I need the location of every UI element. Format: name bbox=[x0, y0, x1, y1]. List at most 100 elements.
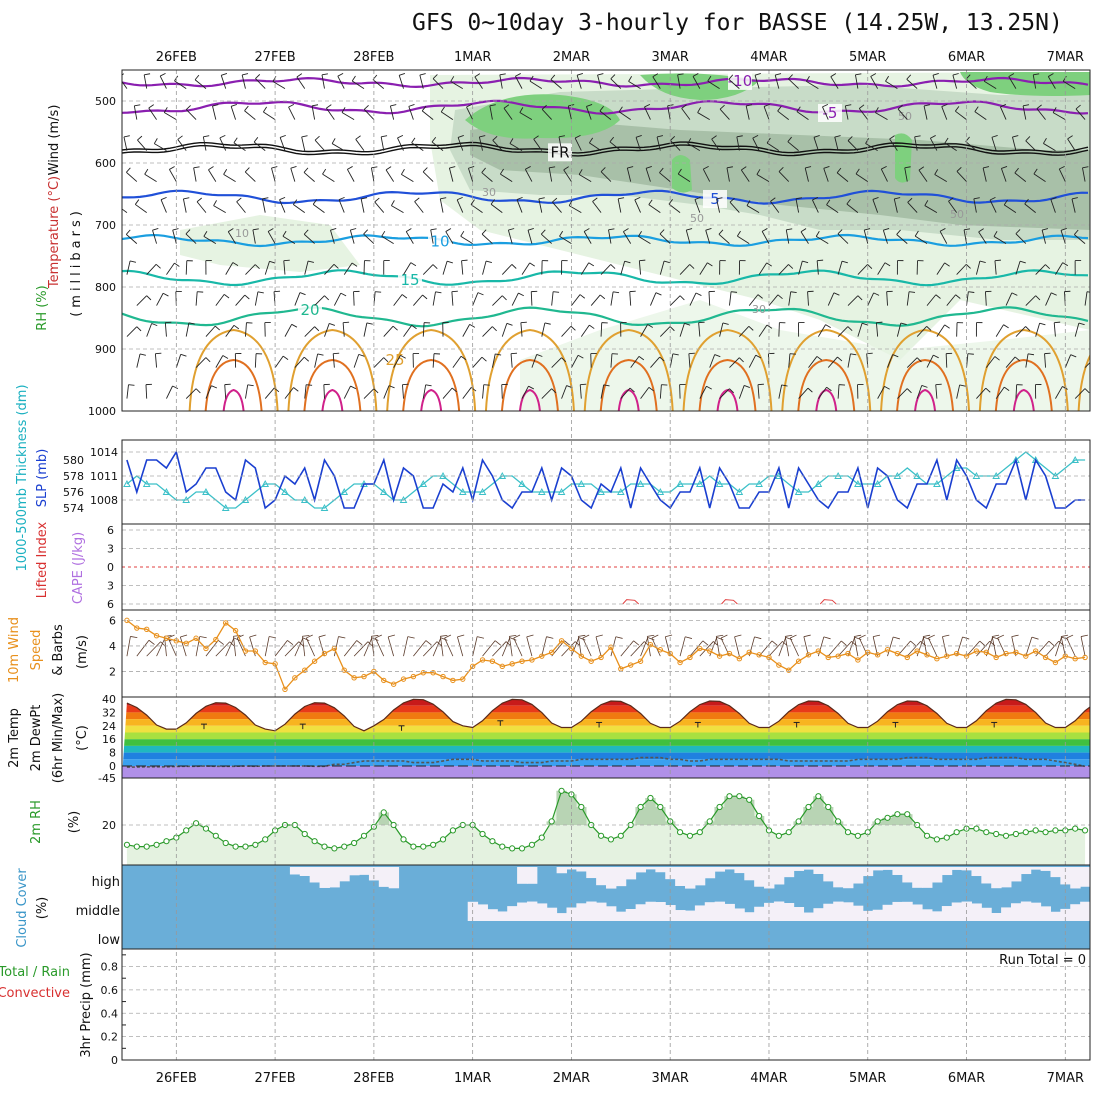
wind-barb bbox=[837, 384, 840, 399]
run-total: Run Total = 0 bbox=[999, 953, 1086, 968]
wind-barb-flag bbox=[930, 135, 936, 139]
wind-barb-flag bbox=[126, 167, 131, 173]
top-date-label: 1MAR bbox=[454, 50, 491, 65]
wind-barb bbox=[608, 229, 612, 244]
wind-barb-flag bbox=[329, 323, 336, 326]
wind-barb bbox=[745, 105, 750, 120]
wind-barb bbox=[314, 353, 319, 368]
dewpoint-line bbox=[126, 756, 1086, 768]
wind-barb-flag bbox=[292, 199, 298, 205]
wind-barb bbox=[491, 353, 496, 368]
rh-point bbox=[1002, 832, 1010, 839]
wind-barb bbox=[914, 235, 928, 244]
wind-barb bbox=[659, 233, 671, 244]
p8-ytick: 0.8 bbox=[101, 961, 119, 974]
wind-barb-flag bbox=[698, 321, 705, 324]
thickness-point bbox=[676, 479, 684, 487]
wind-barb-flag bbox=[635, 134, 642, 138]
wind-barb-flag bbox=[516, 196, 523, 200]
p7-high: high bbox=[92, 875, 120, 890]
wind-barb bbox=[707, 80, 720, 89]
rh-point bbox=[123, 841, 131, 848]
wind-barb bbox=[136, 353, 141, 368]
wind-barb bbox=[679, 264, 691, 275]
wind-barb-flag bbox=[787, 136, 792, 142]
wind10-barb-flag bbox=[910, 640, 917, 646]
wind-barb-flag bbox=[1035, 295, 1041, 301]
wind-barb bbox=[1060, 230, 1066, 244]
wind-barb bbox=[818, 386, 827, 399]
wind-barb-flag bbox=[728, 74, 734, 80]
wind-barb bbox=[193, 167, 197, 182]
wind10-point bbox=[914, 648, 920, 654]
panel-frames bbox=[121, 69, 1091, 1061]
wind-barb-flag bbox=[800, 228, 807, 233]
wind-barb bbox=[648, 204, 661, 213]
wind-barb bbox=[746, 205, 760, 213]
wind-barb bbox=[393, 294, 403, 306]
wind-barb bbox=[887, 354, 894, 368]
cloud-mid-clear bbox=[1060, 908, 1071, 921]
wind-barb bbox=[590, 294, 601, 306]
wind-barb-flag bbox=[948, 197, 954, 202]
wind10-barb bbox=[284, 641, 300, 657]
wind-barb-flag bbox=[795, 197, 802, 200]
wind-barb bbox=[540, 233, 552, 244]
wind-barb bbox=[241, 74, 246, 89]
wind-barb bbox=[726, 167, 730, 182]
cloud-high-clear bbox=[931, 867, 943, 883]
wind10-point bbox=[1003, 650, 1009, 657]
wind-barb-flag bbox=[271, 166, 278, 169]
wind-barb-flag bbox=[247, 384, 254, 387]
wind-barb-flag bbox=[1014, 167, 1019, 174]
wind-barb bbox=[984, 291, 987, 306]
wind10-point bbox=[381, 677, 387, 684]
wind-barb bbox=[816, 260, 819, 275]
wind-barb bbox=[208, 169, 217, 182]
wind-barb bbox=[524, 169, 533, 182]
rh-point bbox=[183, 827, 190, 834]
wind-barb-flag bbox=[677, 73, 684, 76]
wind-barb-flag bbox=[600, 167, 606, 172]
wind-barb-flag bbox=[726, 166, 733, 169]
rh-point bbox=[192, 820, 200, 827]
wind10-barb bbox=[768, 641, 783, 657]
wind-barb bbox=[729, 291, 732, 306]
isotherm-35 bbox=[815, 388, 838, 411]
wind-barb bbox=[709, 354, 716, 368]
temp-band bbox=[122, 739, 1090, 746]
wind-barb-flag bbox=[645, 166, 652, 169]
wind10-point bbox=[153, 633, 160, 639]
wind-barb-flag bbox=[610, 264, 616, 269]
top-date-label: 28FEB bbox=[353, 50, 394, 65]
isotherm-30 bbox=[698, 358, 757, 411]
wind10-barb-flag bbox=[425, 640, 432, 646]
wind10-barb bbox=[403, 636, 409, 657]
isotherm-line bbox=[122, 144, 1089, 157]
wind-barb-flag bbox=[299, 292, 306, 296]
wind-barb-flag bbox=[826, 386, 832, 392]
wind-barb-flag bbox=[1039, 322, 1046, 326]
wind-barb-flag bbox=[461, 259, 468, 262]
p1-ytick: 700 bbox=[95, 219, 116, 232]
wind-barb bbox=[561, 385, 567, 399]
wind-barb-flag bbox=[955, 294, 961, 299]
wind-barb bbox=[635, 137, 641, 151]
rh-point bbox=[943, 834, 950, 841]
wind-barb bbox=[896, 234, 908, 244]
wind-barb bbox=[1015, 261, 1021, 275]
wind-barb-flag bbox=[613, 291, 620, 294]
cloud-high-clear bbox=[714, 867, 726, 872]
isotherm-line bbox=[122, 233, 1089, 248]
wind-barb bbox=[716, 198, 721, 213]
cloud-high-clear bbox=[339, 867, 350, 882]
wind-barb bbox=[650, 356, 661, 368]
wind-barb-flag bbox=[1023, 104, 1030, 107]
wind-barb bbox=[1005, 356, 1016, 368]
wind-barb bbox=[770, 201, 780, 213]
wind-barb-flag bbox=[1042, 228, 1049, 231]
wind-barb bbox=[827, 292, 835, 306]
wind-barb bbox=[195, 291, 198, 306]
cloud-mid-clear bbox=[951, 902, 963, 921]
wind-barb bbox=[279, 137, 286, 151]
